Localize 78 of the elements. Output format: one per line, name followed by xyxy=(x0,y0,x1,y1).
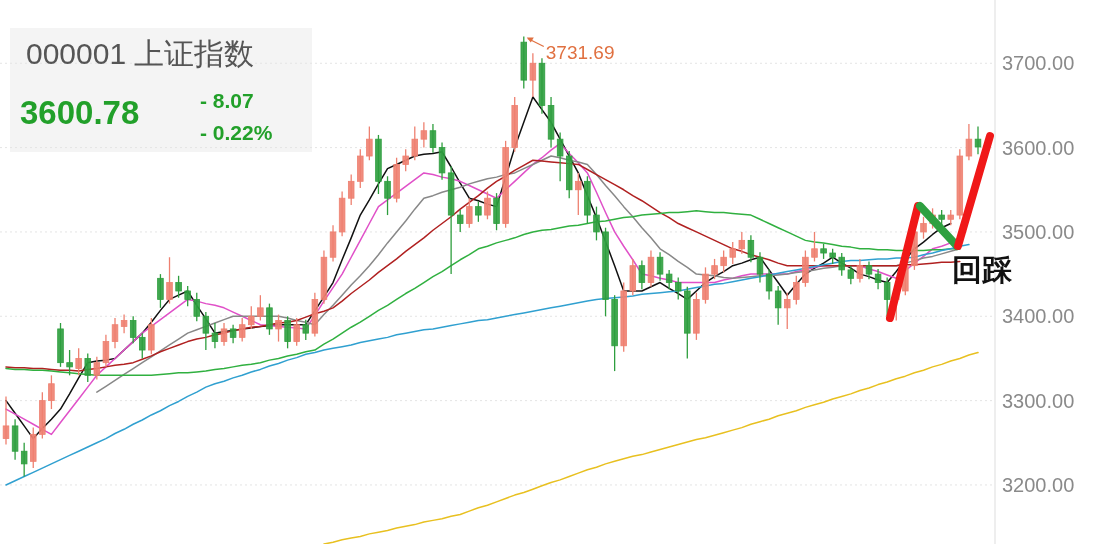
annotation: 3731.69 xyxy=(545,41,615,63)
candlestick xyxy=(656,251,664,282)
candlestick xyxy=(2,395,10,446)
candlestick xyxy=(347,173,355,206)
candlestick xyxy=(475,200,482,223)
annotation: - 8.07 xyxy=(200,89,254,112)
candlestick xyxy=(211,322,219,349)
candlestick xyxy=(811,231,818,263)
candlestick xyxy=(974,125,982,155)
candlestick xyxy=(248,305,255,330)
y-tick-label: 3700.00 xyxy=(1002,52,1075,75)
y-tick-label: 3300.00 xyxy=(1002,389,1075,412)
candlestick xyxy=(366,125,373,161)
candlestick xyxy=(738,231,746,255)
candlestick xyxy=(484,190,491,220)
line-series xyxy=(323,351,979,544)
candlestick xyxy=(384,175,391,216)
candlestick xyxy=(456,209,464,233)
candlestick xyxy=(293,317,300,347)
candlestick xyxy=(266,302,273,336)
candlestick xyxy=(575,172,582,216)
candlestick xyxy=(20,442,28,478)
candlestick xyxy=(111,317,119,349)
candlestick xyxy=(429,123,437,154)
candlestick xyxy=(874,268,882,290)
candlestick xyxy=(756,251,764,284)
candlestick xyxy=(747,234,755,263)
candlestick xyxy=(411,125,418,161)
candlestick xyxy=(175,275,182,299)
candlestick xyxy=(856,258,864,284)
candlestick xyxy=(402,148,409,172)
candlestick xyxy=(665,269,673,290)
candlestick xyxy=(784,292,791,330)
candlestick xyxy=(75,347,82,376)
candlestick xyxy=(238,317,246,343)
candlestick xyxy=(275,313,282,343)
candlestick xyxy=(593,205,600,242)
annotation: - 0.22% xyxy=(200,121,273,144)
candlestick xyxy=(229,324,237,344)
candlestick xyxy=(466,197,473,229)
candlestick xyxy=(48,374,55,410)
candlestick xyxy=(257,294,264,322)
candlestick xyxy=(166,256,173,305)
candlestick xyxy=(93,356,101,381)
candlestick xyxy=(720,249,727,274)
candlestick xyxy=(847,265,855,285)
candlestick xyxy=(302,319,309,341)
annotation: 回踩 xyxy=(952,253,1013,286)
candlestick xyxy=(202,311,210,351)
candlestick xyxy=(420,121,428,149)
candlestick xyxy=(157,273,164,309)
candlestick xyxy=(284,315,291,349)
y-tick-label: 3200.00 xyxy=(1002,473,1075,496)
candlestick xyxy=(793,275,800,306)
candlestick xyxy=(675,276,682,301)
candlestick xyxy=(711,258,718,280)
candlestick xyxy=(193,292,200,322)
candlestick xyxy=(765,268,773,301)
candlestick xyxy=(184,285,191,307)
y-tick-label: 3400.00 xyxy=(1002,305,1075,328)
candlestick xyxy=(965,123,973,161)
candlestick xyxy=(66,349,73,376)
y-tick-label: 3500.00 xyxy=(1002,220,1075,243)
y-tick-label: 3600.00 xyxy=(1002,136,1075,159)
text: 3600.78 xyxy=(20,94,140,131)
candlestick xyxy=(139,332,146,360)
candlestick xyxy=(529,52,537,98)
candlestick xyxy=(129,315,137,344)
candlestick xyxy=(84,352,91,383)
candlestick xyxy=(729,241,736,265)
candlestick xyxy=(102,334,110,368)
candlestick xyxy=(774,285,782,326)
candlestick xyxy=(120,313,128,334)
candlestick xyxy=(220,322,228,347)
candlestick xyxy=(638,259,646,290)
candlestick xyxy=(556,131,564,182)
candlestick xyxy=(838,252,845,277)
text: 000001 上证指数 xyxy=(26,37,255,70)
